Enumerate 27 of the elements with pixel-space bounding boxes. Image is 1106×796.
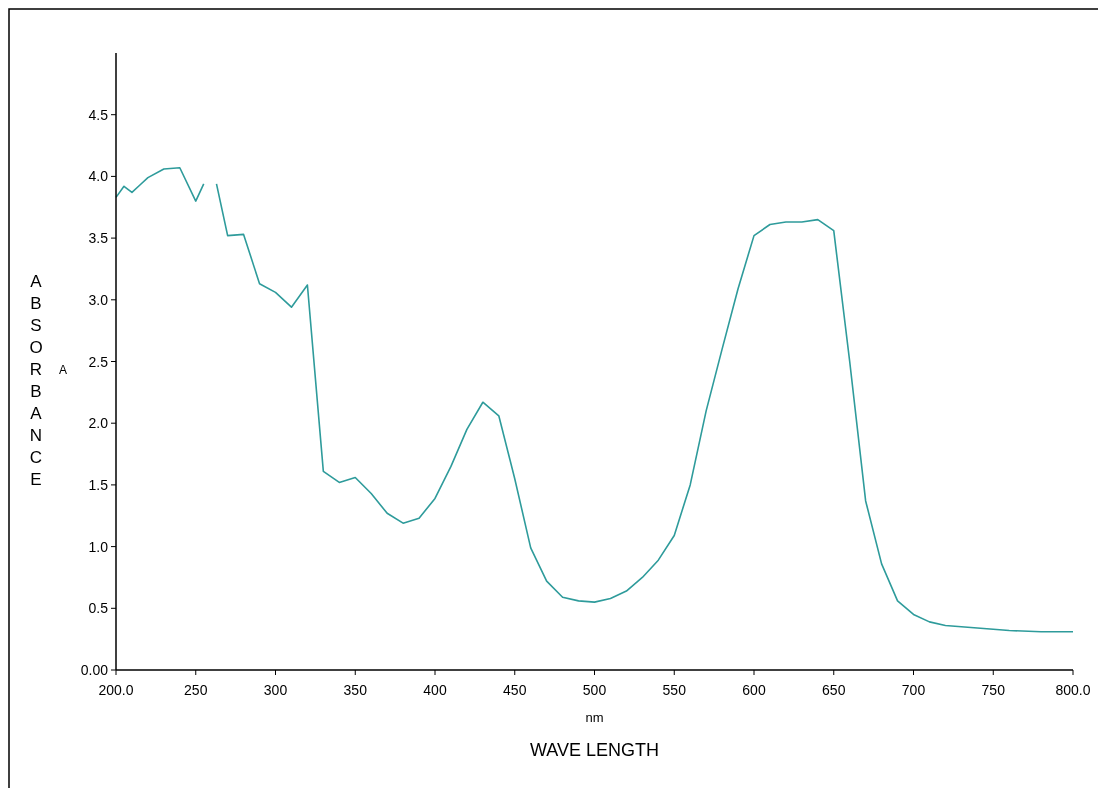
x-tick-label: 450 xyxy=(503,682,527,698)
y-tick-label: 2.5 xyxy=(88,353,109,370)
x-tick-label: 400 xyxy=(423,682,447,698)
y-tick-label: 0.5 xyxy=(88,600,109,617)
y-tick-label: 1.0 xyxy=(88,538,109,555)
x-tick-label: 800.0 xyxy=(1055,682,1091,698)
y-tick-label: 4.0 xyxy=(88,168,109,185)
x-tick-label: 700 xyxy=(901,682,926,698)
x-tick-label: 500 xyxy=(582,682,607,698)
text: nm xyxy=(585,710,604,725)
x-tick-label: 200.0 xyxy=(98,682,134,698)
y-tick-label: 0.00 xyxy=(80,662,109,678)
x-tick-label: 600 xyxy=(742,682,766,698)
text: ABSORBANCE xyxy=(29,272,43,490)
x-tick-label: 750 xyxy=(981,682,1006,698)
y-tick-label: 3.0 xyxy=(88,291,109,308)
y-tick-label: 1.5 xyxy=(88,476,109,493)
x-tick-label: 350 xyxy=(343,682,368,698)
x-tick-label: 300 xyxy=(263,682,288,698)
y-tick-label: 3.5 xyxy=(88,230,109,247)
x-tick-label: 250 xyxy=(184,682,208,698)
x-tick-label: 650 xyxy=(822,682,846,698)
x-tick-label: 550 xyxy=(662,682,687,698)
x-axis-title: WAVE LENGTH xyxy=(529,740,660,760)
text: A xyxy=(58,362,68,377)
y-tick-label: 4.5 xyxy=(88,106,109,123)
y-tick-label: 2.0 xyxy=(88,415,109,432)
